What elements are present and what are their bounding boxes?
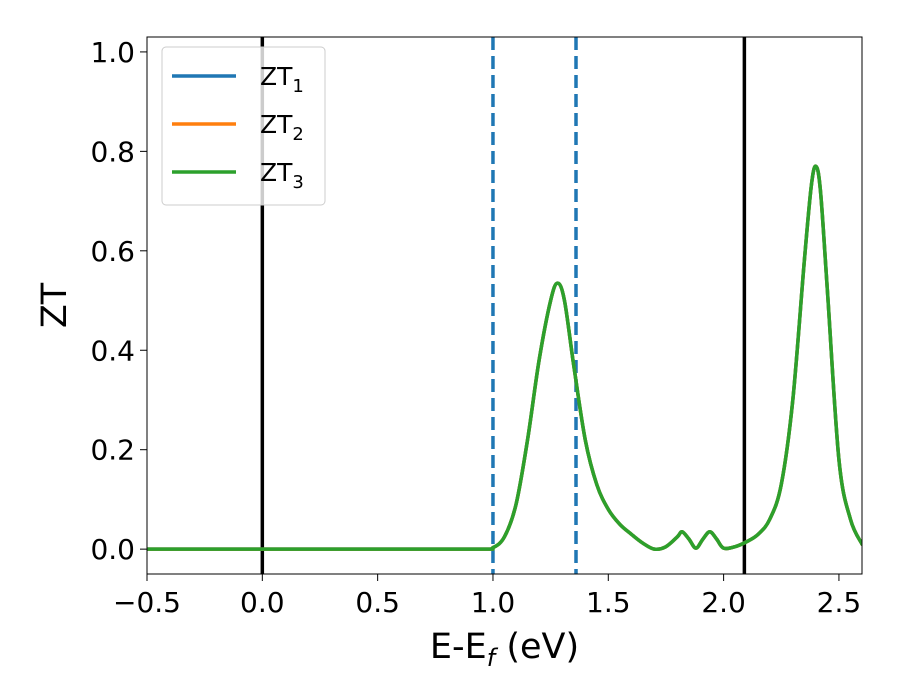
x-tick-label: −0.5 xyxy=(113,586,181,619)
x-tick-label: 2.5 xyxy=(817,586,862,619)
series-line-zt2 xyxy=(147,164,862,552)
plot-frame xyxy=(146,36,863,575)
y-axis-label: ZT xyxy=(35,282,75,328)
x-axis-label-unit: (eV) xyxy=(495,627,579,667)
legend-label-zt2: ZT2 xyxy=(260,110,304,145)
x-tick-label: 0.0 xyxy=(240,586,285,619)
y-tick-label: 0.4 xyxy=(90,334,135,367)
x-axis-label-main: E-E xyxy=(430,627,487,667)
y-tick-label: 0.8 xyxy=(90,135,135,168)
legend-label-zt1: ZT1 xyxy=(260,62,304,97)
plot-content xyxy=(147,37,862,574)
x-axis-label: E-Ef (eV) xyxy=(430,627,579,672)
y-tick-label: 0.2 xyxy=(90,434,135,467)
x-tick-label: 1.5 xyxy=(586,586,631,619)
x-tick-label: 2.0 xyxy=(701,586,746,619)
axis-ticks: −0.5 0.0 0.5 1.0 1.5 2.0 2.5 0.0 0.2 0.4 0.6 0.8 1.0 xyxy=(90,36,861,619)
x-tick-label: 0.5 xyxy=(355,586,400,619)
series-line-zt1 xyxy=(147,164,862,552)
legend-label-zt3: ZT3 xyxy=(260,158,304,193)
legend-box xyxy=(161,46,326,206)
y-tick-label: 0.6 xyxy=(90,235,135,268)
y-tick-label: 1.0 xyxy=(90,36,135,69)
y-tick-label: 0.0 xyxy=(90,533,135,566)
x-tick-label: 1.0 xyxy=(471,586,516,619)
series-line-zt3 xyxy=(147,164,862,552)
legend: ZT1 ZT2 ZT3 xyxy=(161,46,326,206)
